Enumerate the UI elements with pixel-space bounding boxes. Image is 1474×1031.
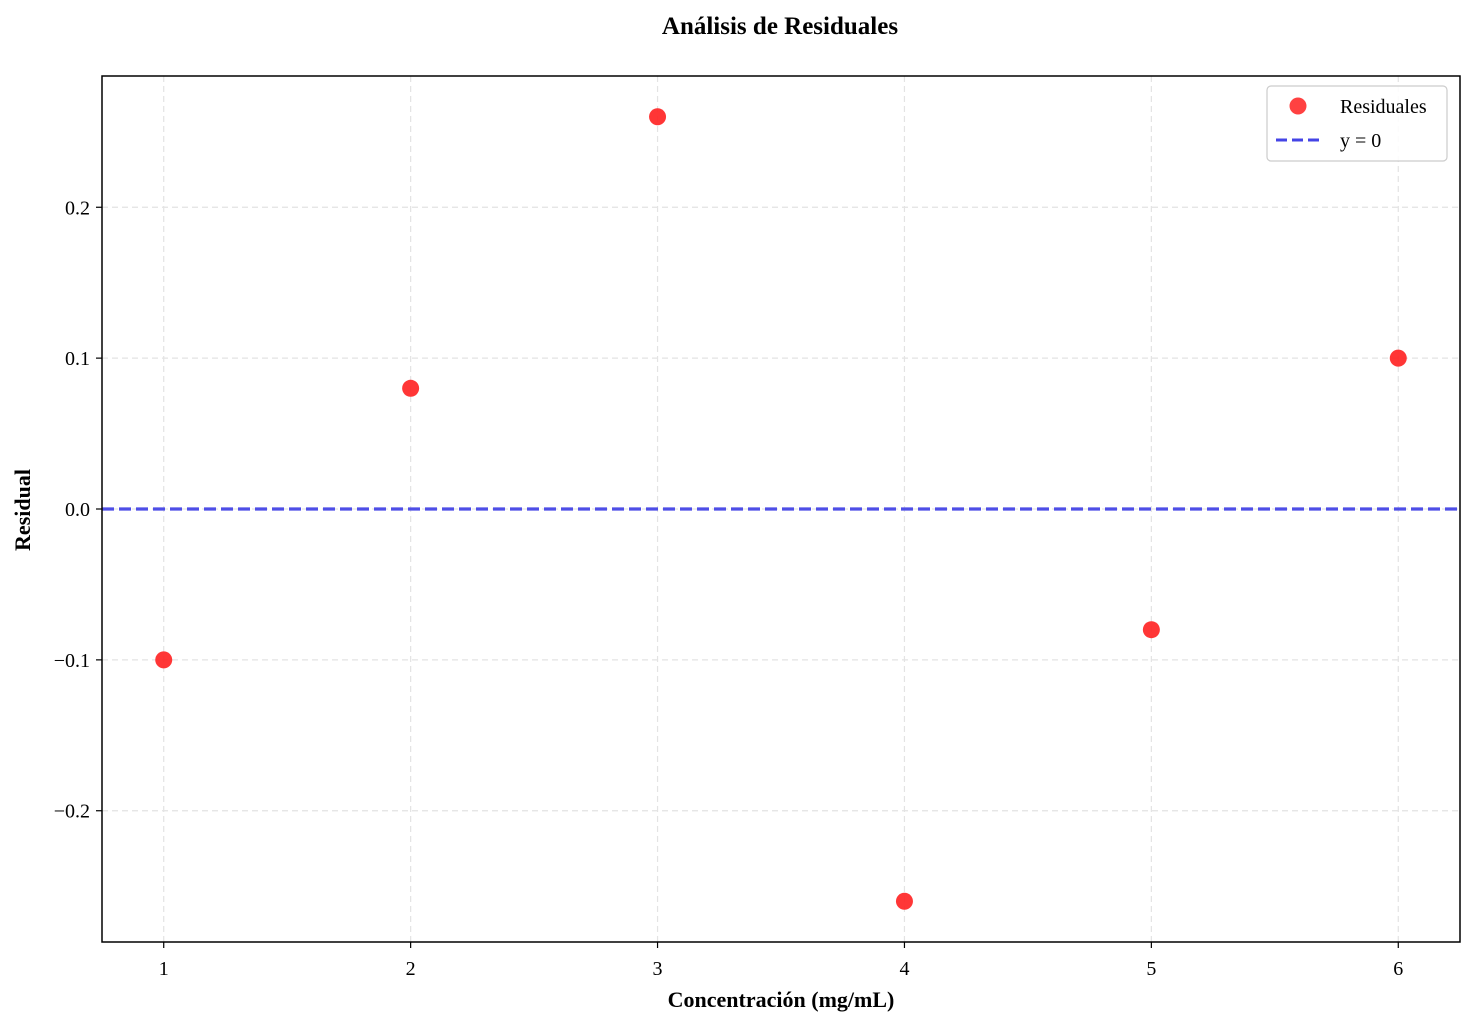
y-axis-ticks: −0.2 −0.1 0.0 0.1 0.2 [54, 197, 102, 823]
y-tick-label: −0.1 [54, 650, 90, 672]
data-point [1142, 621, 1160, 639]
x-tick-label: 5 [1146, 958, 1156, 980]
chart-title: Análisis de Residuales [662, 13, 898, 40]
x-tick-label: 3 [653, 958, 663, 980]
y-axis-label: Residual [10, 469, 35, 551]
x-axis-ticks: 1 2 3 4 5 6 [159, 942, 1403, 980]
data-point [155, 651, 173, 669]
legend-label-y0: y = 0 [1340, 130, 1381, 152]
x-tick-label: 4 [899, 958, 909, 980]
data-points [155, 108, 1407, 910]
legend-marker-residuales [1289, 97, 1307, 115]
x-tick-label: 2 [406, 958, 416, 980]
y-tick-label: 0.2 [65, 197, 90, 219]
y-tick-label: 0.0 [65, 499, 90, 521]
data-point [649, 108, 667, 126]
x-axis-label: Concentración (mg/mL) [668, 987, 895, 1012]
y-tick-label: −0.2 [54, 801, 90, 823]
legend: Residuales y = 0 [1266, 85, 1448, 162]
data-point [402, 379, 420, 397]
x-tick-label: 6 [1393, 958, 1403, 980]
x-tick-label: 1 [159, 958, 169, 980]
data-point [895, 892, 913, 910]
data-point [1389, 349, 1407, 367]
legend-label-residuales: Residuales [1340, 96, 1427, 118]
y-tick-label: 0.1 [65, 348, 90, 370]
grid-lines [102, 76, 1460, 942]
legend-frame [1266, 85, 1448, 162]
